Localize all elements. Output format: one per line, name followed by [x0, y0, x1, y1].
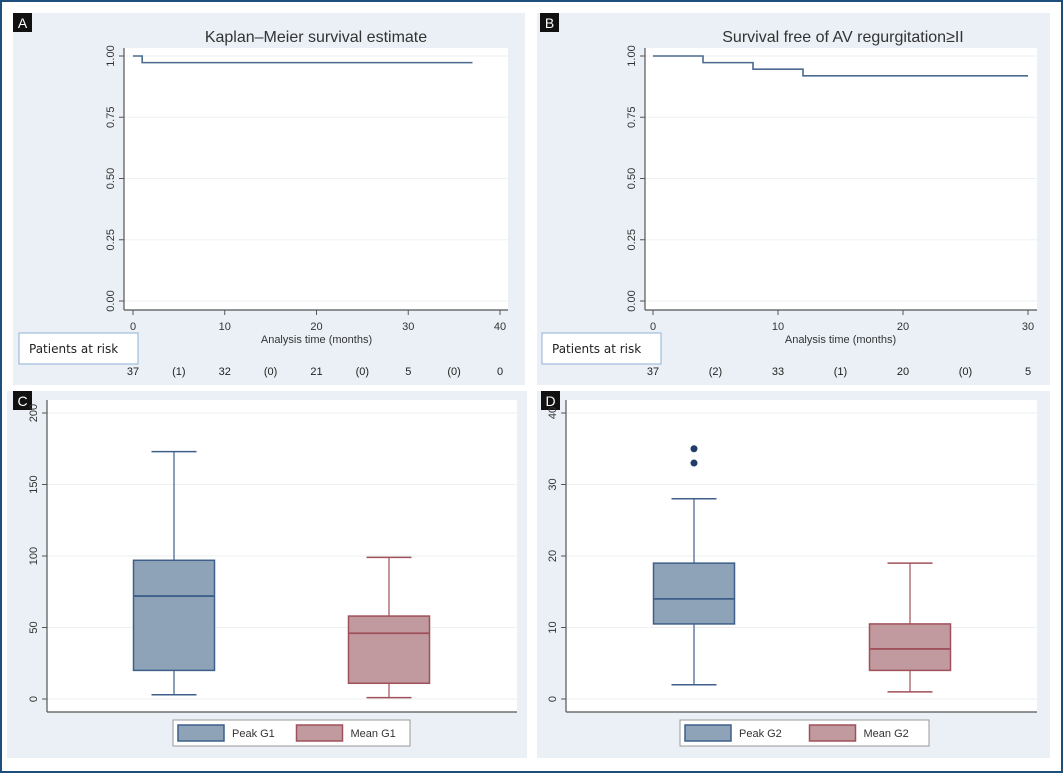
x-tick-label: 20 [897, 321, 909, 333]
risk-table-value: (0) [447, 366, 460, 378]
panel-d: D 0 10 20 30 40 Peak G2 Mean G2 [537, 391, 1050, 758]
risk-table-value: 37 [127, 366, 139, 378]
y-tick-label: 100 [28, 547, 40, 565]
legend-swatch [684, 724, 732, 742]
risk-table-value: (0) [959, 366, 972, 378]
patients-at-risk-box [541, 332, 662, 365]
panel-label-box [541, 391, 560, 410]
legend-label: Mean G1 [351, 728, 396, 740]
legend-label: Peak G1 [232, 728, 275, 740]
y-tick-label: 0.00 [626, 290, 638, 311]
legend-label: Mean G2 [864, 728, 909, 740]
risk-table-value: (2) [709, 366, 722, 378]
panel-label: C [17, 393, 27, 409]
y-tick-label: 50 [28, 621, 40, 633]
risk-table-value: (0) [264, 366, 277, 378]
panel-label-box [13, 391, 32, 410]
box-peak-g2 [652, 445, 736, 686]
legend-swatch [808, 724, 857, 742]
y-tick-label: 20 [547, 550, 559, 562]
panel-label: A [18, 15, 28, 31]
x-tick-label: 10 [772, 321, 784, 333]
chart-title: Survival free of AV regurgitation≥II [722, 29, 964, 46]
y-tick-label: 150 [28, 475, 40, 493]
box-iqr [132, 559, 216, 672]
y-tick-label: 0.25 [626, 229, 638, 250]
y-tick-label: 10 [547, 621, 559, 633]
y-tick-label: 30 [547, 478, 559, 490]
x-tick-label: 0 [650, 321, 656, 333]
y-tick-label: 0 [547, 696, 559, 702]
risk-table-value: 0 [497, 366, 503, 378]
box-mean-g2 [868, 562, 952, 693]
patients-at-risk-label: Patients at risk [552, 342, 641, 356]
x-tick-label: 30 [402, 321, 414, 333]
box-iqr [868, 623, 952, 672]
patients-at-risk-label: Patients at risk [29, 342, 118, 356]
box-iqr [347, 615, 431, 685]
patients-at-risk-box [18, 332, 139, 365]
panel-label: B [545, 15, 554, 31]
x-tick-label: 30 [1022, 321, 1034, 333]
risk-table-value: (1) [172, 366, 185, 378]
legend-swatch [177, 724, 225, 742]
x-axis-label: Analysis time (months) [261, 334, 372, 346]
survival-curve [653, 55, 1028, 77]
panel-label-box [13, 13, 32, 32]
box-mean-g1 [347, 556, 431, 699]
risk-table-value: 33 [772, 366, 784, 378]
x-tick-label: 40 [494, 321, 506, 333]
outlier-point [690, 459, 698, 467]
y-tick-label: 1.00 [626, 45, 638, 66]
legend-swatch [295, 724, 344, 742]
chart-title: Kaplan–Meier survival estimate [205, 29, 427, 46]
risk-table-value: 37 [647, 366, 659, 378]
x-tick-label: 10 [219, 321, 231, 333]
risk-table-value: (1) [834, 366, 847, 378]
legend: Peak G1 Mean G1 [172, 719, 411, 747]
box-peak-g1 [132, 450, 216, 696]
y-tick-label: 0.50 [105, 168, 117, 189]
risk-table-value: 20 [897, 366, 909, 378]
risk-table-value: 5 [1025, 366, 1031, 378]
y-tick-label: 40 [547, 407, 559, 419]
x-tick-label: 20 [310, 321, 322, 333]
y-tick-label: 0.50 [626, 168, 638, 189]
risk-table-value: 21 [310, 366, 322, 378]
y-tick-label: 0.75 [626, 107, 638, 128]
risk-table-value: (0) [356, 366, 369, 378]
legend: Peak G2 Mean G2 [679, 719, 930, 747]
panel-label: D [545, 393, 555, 409]
outlier-point [690, 445, 698, 453]
risk-table-value: 5 [405, 366, 411, 378]
y-tick-label: 0.75 [105, 107, 117, 128]
y-tick-label: 200 [28, 404, 40, 422]
panel-c: C 0 50 100 150 200 Peak G1 Mean G1 [7, 391, 527, 758]
legend-label: Peak G2 [739, 728, 782, 740]
y-tick-label: 0.00 [105, 290, 117, 311]
x-tick-label: 0 [130, 321, 136, 333]
x-axis-label: Analysis time (months) [785, 334, 896, 346]
panel-label-box [540, 13, 559, 32]
survival-curve [133, 55, 473, 64]
y-tick-label: 0 [28, 696, 40, 702]
y-tick-label: 1.00 [105, 45, 117, 66]
y-tick-label: 0.25 [105, 229, 117, 250]
risk-table-value: 32 [219, 366, 231, 378]
panel-a: A 0.00 0.25 0.50 0.75 1.00 Kaplan–Meier surviv… [13, 13, 525, 385]
panel-b: B 0.00 0.25 0.50 0.75 1.00 Survival free of AV… [537, 13, 1050, 385]
box-iqr [652, 562, 736, 625]
